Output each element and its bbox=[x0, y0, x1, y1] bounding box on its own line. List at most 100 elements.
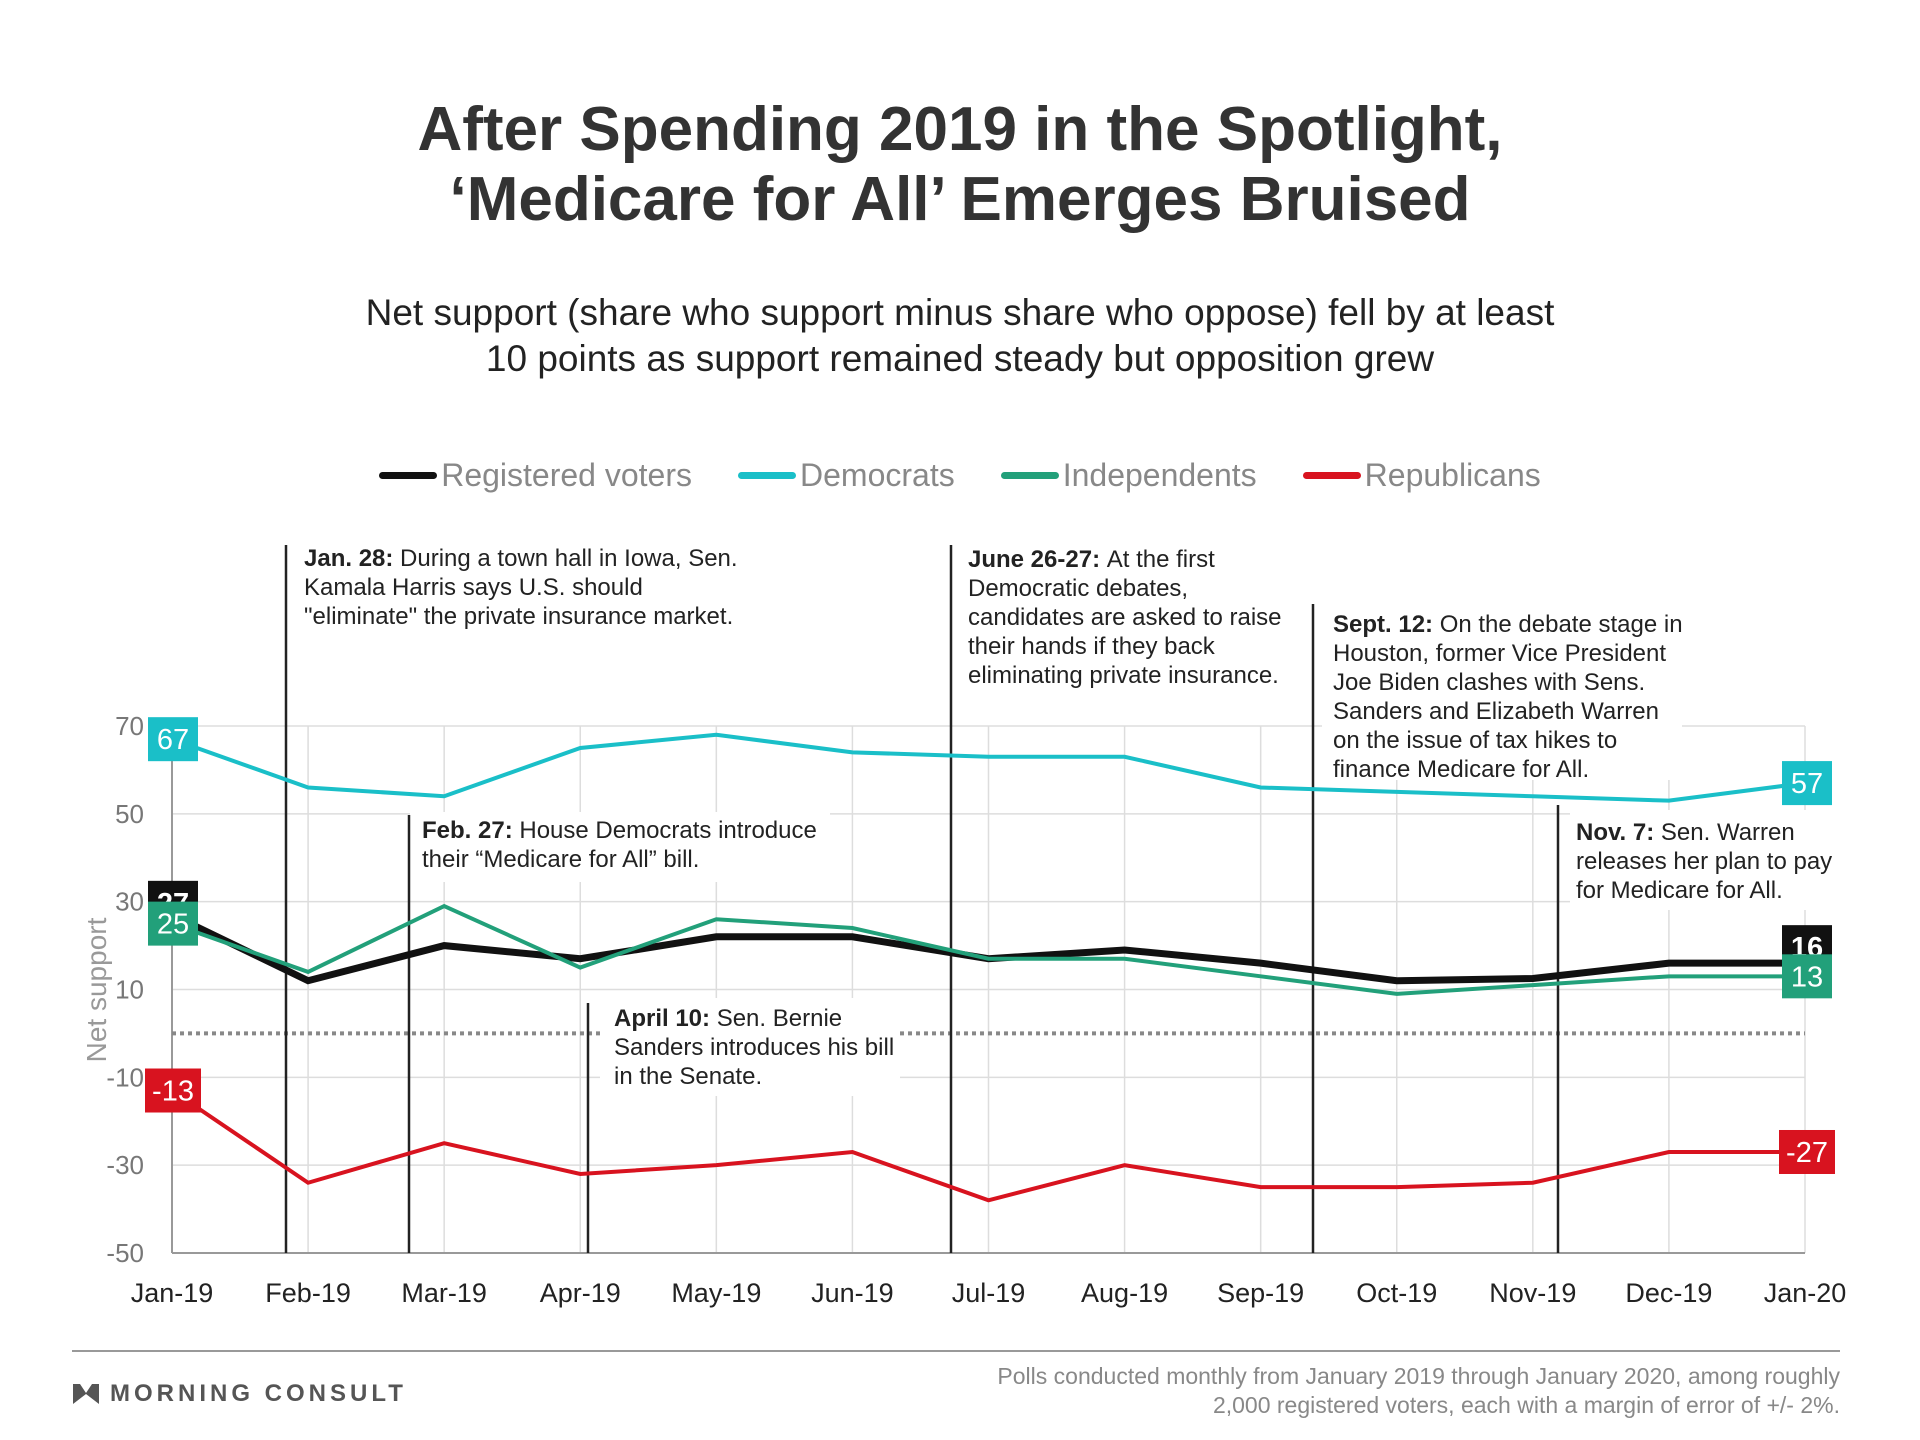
legend-swatch bbox=[1000, 471, 1059, 479]
annotation-text: Joe Biden clashes with Sens. bbox=[1333, 669, 1645, 696]
x-tick-label: Jul-19 bbox=[952, 1278, 1026, 1308]
annotation-date: Nov. 7: bbox=[1576, 819, 1661, 846]
annotation-date: Feb. 27: bbox=[422, 817, 519, 844]
chart-title: After Spending 2019 in the Spotlight, ‘M… bbox=[0, 95, 1920, 235]
annotation: Sept. 12: On the debate stage inHouston,… bbox=[1311, 604, 1683, 1253]
y-tick-label: 50 bbox=[115, 799, 144, 829]
annotation-text: for Medicare for All. bbox=[1576, 877, 1783, 904]
x-tick-label: Apr-19 bbox=[540, 1278, 621, 1308]
legend-swatch bbox=[1302, 471, 1361, 479]
x-tick-label: Jan-20 bbox=[1764, 1278, 1847, 1308]
label-box bbox=[1782, 954, 1832, 999]
label-value: 67 bbox=[157, 724, 189, 756]
grid bbox=[171, 725, 1806, 1254]
logo-text: MORNING CONSULT bbox=[110, 1380, 407, 1407]
x-tick-label: Aug-19 bbox=[1081, 1278, 1168, 1308]
legend-label: Democrats bbox=[800, 456, 955, 493]
label-value: -13 bbox=[152, 1076, 194, 1108]
annotation: Feb. 27: House Democrats introducetheir … bbox=[407, 812, 830, 1253]
series-start-label: 25 bbox=[148, 901, 198, 946]
label-box bbox=[1782, 761, 1832, 806]
annotation-background bbox=[1322, 604, 1682, 780]
x-tick-label: Feb-19 bbox=[265, 1278, 351, 1308]
x-tick-label: Oct-19 bbox=[1356, 1278, 1437, 1308]
annotation-text: eliminating private insurance. bbox=[968, 662, 1279, 689]
label-box bbox=[1779, 1129, 1835, 1174]
annotation-text: Sanders introduces his bill bbox=[614, 1034, 894, 1061]
y-tick-label: 30 bbox=[115, 887, 144, 917]
label-value: -27 bbox=[1786, 1137, 1828, 1169]
annotation-background bbox=[1570, 810, 1840, 910]
annotation-text: Houston, former Vice President bbox=[1333, 640, 1666, 667]
chart-subtitle: Net support (share who support minus sha… bbox=[0, 290, 1920, 382]
annotation-text: in the Senate. bbox=[614, 1063, 762, 1090]
annotation-description: During a town hall in Iowa, Sen. bbox=[400, 545, 738, 572]
annotation-description: On the debate stage in bbox=[1440, 611, 1683, 638]
annotation-text: Sept. 12: On the debate stage in bbox=[1333, 611, 1683, 638]
annotation-text: June 26-27: At the first bbox=[968, 546, 1215, 573]
x-tick-label: May-19 bbox=[671, 1278, 761, 1308]
series-end-label: 57 bbox=[1782, 761, 1832, 806]
y-tick-label: -10 bbox=[106, 1062, 144, 1092]
annotation-background bbox=[600, 998, 900, 1096]
y-tick-label: -50 bbox=[106, 1238, 144, 1268]
series-line-democrats bbox=[171, 732, 1806, 803]
label-box bbox=[145, 1068, 201, 1113]
annotation-description: At the first bbox=[1107, 546, 1215, 573]
annotation-text: "eliminate" the private insurance market… bbox=[304, 603, 733, 630]
annotation-text: April 10: Sen. Bernie bbox=[614, 1005, 842, 1032]
label-box bbox=[148, 717, 198, 762]
legend-label: Registered voters bbox=[441, 456, 692, 493]
annotation-text: Kamala Harris says U.S. should bbox=[304, 574, 643, 601]
annotation-text: their hands if they back bbox=[968, 633, 1216, 660]
annotation-date: April 10: bbox=[614, 1005, 717, 1032]
annotation-description: Sen. Warren bbox=[1661, 819, 1795, 846]
annotation-text: finance Medicare for All. bbox=[1333, 756, 1589, 783]
y-axis-label: Net support bbox=[81, 917, 112, 1062]
series-start-label: 67 bbox=[148, 717, 198, 762]
x-tick-label: Jan-19 bbox=[131, 1278, 214, 1308]
series-start-label: -13 bbox=[145, 1068, 201, 1113]
x-tick-label: Nov-19 bbox=[1489, 1278, 1576, 1308]
label-box bbox=[148, 901, 198, 946]
annotation-text: Sanders and Elizabeth Warren bbox=[1333, 698, 1659, 725]
series-line-republicans bbox=[170, 1088, 1805, 1203]
source-note: Polls conducted monthly from January 201… bbox=[860, 1362, 1840, 1420]
legend-swatch bbox=[738, 471, 796, 479]
annotation: Jan. 28: During a town hall in Iowa, Sen… bbox=[284, 545, 738, 1253]
morning-consult-m-icon bbox=[73, 1384, 99, 1404]
annotation-text: releases her plan to pay bbox=[1576, 848, 1832, 875]
annotation-text: their “Medicare for All” bill. bbox=[422, 846, 699, 873]
series-end-label: -27 bbox=[1779, 1129, 1835, 1174]
source-note-line-2: 2,000 registered voters, each with a mar… bbox=[1212, 1392, 1840, 1418]
chart-subtitle-line-2: 10 points as support remained steady but… bbox=[485, 338, 1435, 379]
series-line-independents bbox=[171, 903, 1805, 996]
label-value: 25 bbox=[157, 909, 189, 941]
annotation-text: Democratic debates, bbox=[968, 575, 1188, 602]
y-tick-label: 70 bbox=[115, 711, 144, 741]
chart-title-line-2: ‘Medicare for All’ Emerges Bruised bbox=[449, 165, 1471, 234]
y-tick-label: -30 bbox=[106, 1150, 144, 1180]
legend-label: Independents bbox=[1062, 456, 1257, 493]
annotation-text: Nov. 7: Sen. Warren bbox=[1576, 819, 1795, 846]
chart-title-line-1: After Spending 2019 in the Spotlight, bbox=[417, 95, 1503, 164]
x-tick-label: Sep-19 bbox=[1217, 1278, 1304, 1308]
annotations: Jan. 28: During a town hall in Iowa, Sen… bbox=[284, 545, 1840, 1253]
legend-swatch bbox=[379, 471, 438, 479]
legend-item: Independents bbox=[1000, 456, 1257, 494]
annotation-description: Sen. Bernie bbox=[717, 1005, 842, 1032]
y-tick-label: 10 bbox=[115, 975, 144, 1005]
legend-item: Democrats bbox=[738, 457, 955, 494]
line-chart: 70 50 30 10 -10 -30 -50 Net support Jan-19 Feb-19… bbox=[81, 545, 1847, 1308]
label-value: 57 bbox=[1791, 768, 1823, 800]
legend-item: Registered voters bbox=[379, 457, 692, 494]
legend-item: Republicans bbox=[1302, 456, 1541, 494]
annotation-background bbox=[410, 812, 830, 882]
x-tick-label: Dec-19 bbox=[1625, 1278, 1712, 1308]
annotation-date: Sept. 12: bbox=[1333, 611, 1440, 638]
chart-legend: Registered voters Democrats Independents Re… bbox=[0, 452, 1920, 498]
label-value: 13 bbox=[1791, 961, 1823, 993]
legend-label: Republicans bbox=[1364, 456, 1541, 493]
